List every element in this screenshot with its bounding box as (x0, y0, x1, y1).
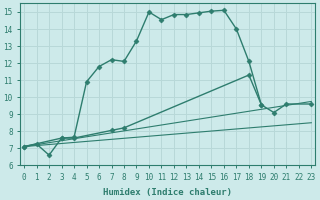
X-axis label: Humidex (Indice chaleur): Humidex (Indice chaleur) (103, 188, 232, 197)
